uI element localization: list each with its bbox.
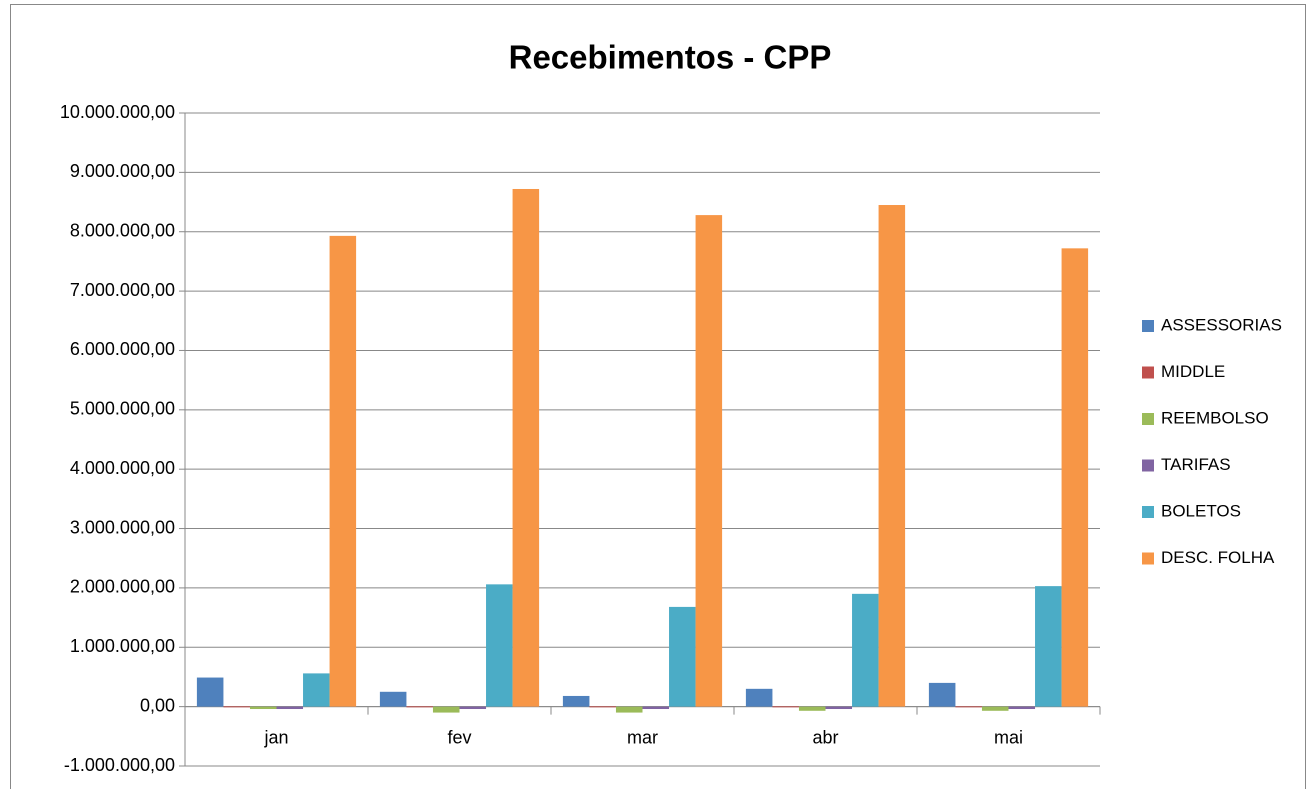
bar xyxy=(589,706,616,708)
bar xyxy=(1061,248,1089,707)
bar xyxy=(1008,706,1036,710)
legend-label: TARIFAS xyxy=(1161,455,1231,474)
legend-swatch xyxy=(1142,506,1154,518)
bar xyxy=(223,706,250,708)
y-tick-label: 8.000.000,00 xyxy=(70,220,175,240)
bar xyxy=(486,584,513,707)
bar xyxy=(1035,586,1062,707)
bar xyxy=(562,695,590,707)
y-tick-label: 1.000.000,00 xyxy=(70,636,175,656)
bar xyxy=(512,188,540,707)
bar xyxy=(459,706,487,710)
x-tick-label: fev xyxy=(447,727,471,747)
y-tick-label: -1.000.000,00 xyxy=(64,755,175,775)
y-tick-label: 3.000.000,00 xyxy=(70,517,175,537)
bar xyxy=(955,706,982,708)
legend-swatch xyxy=(1142,459,1154,472)
y-tick-label: 5.000.000,00 xyxy=(70,399,175,419)
bar xyxy=(406,706,433,708)
bar xyxy=(432,706,460,713)
bar xyxy=(825,706,853,710)
x-tick-label: mar xyxy=(627,727,658,747)
y-tick-label: 6.000.000,00 xyxy=(70,339,175,359)
legend-swatch xyxy=(1142,366,1154,379)
y-tick-label: 7.000.000,00 xyxy=(70,280,175,300)
bar xyxy=(669,606,696,707)
y-tick-label: 9.000.000,00 xyxy=(70,161,175,181)
chart-title: Recebimentos - CPP xyxy=(509,39,832,76)
bar xyxy=(642,706,670,710)
bar xyxy=(695,215,723,707)
bar xyxy=(772,706,799,708)
legend-label: BOLETOS xyxy=(1161,501,1241,520)
bar xyxy=(249,706,277,710)
bar xyxy=(276,706,304,710)
y-tick-label: 10.000.000,00 xyxy=(60,102,175,122)
legend-label: ASSESSORIAS xyxy=(1161,315,1282,334)
bar xyxy=(329,235,357,707)
y-tick-label: 4.000.000,00 xyxy=(70,458,175,478)
legend-swatch xyxy=(1142,413,1154,425)
x-tick-label: mai xyxy=(994,727,1023,747)
x-tick-label: jan xyxy=(263,727,288,747)
bar xyxy=(798,706,826,711)
bar xyxy=(878,205,906,707)
bar xyxy=(852,593,879,707)
bar xyxy=(745,688,773,707)
bar xyxy=(981,706,1009,711)
y-tick-label: 0,00 xyxy=(140,695,175,715)
bar xyxy=(615,706,643,713)
legend-swatch xyxy=(1142,320,1154,332)
legend-label: DESC. FOLHA xyxy=(1161,548,1275,567)
bar xyxy=(928,682,956,707)
legend-label: REEMBOLSO xyxy=(1161,408,1269,427)
legend-swatch xyxy=(1142,552,1154,565)
bar xyxy=(303,673,330,707)
legend-label: MIDDLE xyxy=(1161,362,1225,381)
bar xyxy=(379,691,407,707)
bar xyxy=(196,677,224,707)
y-tick-label: 2.000.000,00 xyxy=(70,577,175,597)
chart-frame xyxy=(10,4,1306,789)
x-tick-label: abr xyxy=(812,727,838,747)
